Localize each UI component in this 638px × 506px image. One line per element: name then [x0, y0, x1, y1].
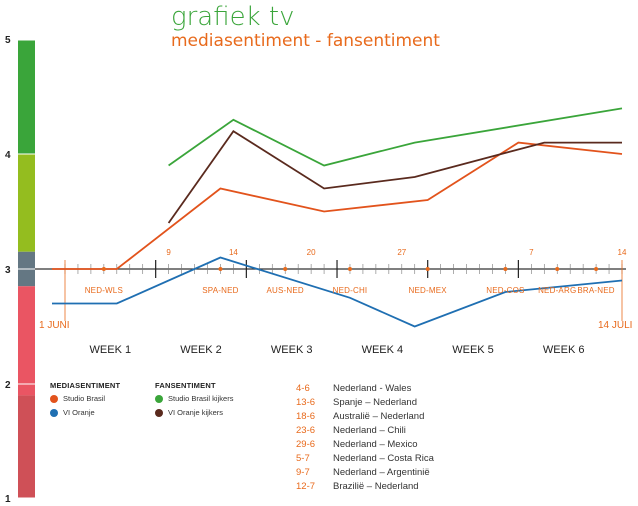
match-marker-dot [283, 267, 288, 271]
match-label: Nederland - Wales [333, 383, 412, 394]
match-row: 29-6 Nederland – Mexico [296, 439, 418, 450]
scale-label: 5 [5, 35, 11, 46]
chart-title: grafiek tv [171, 2, 295, 32]
match-label: Nederland – Chili [333, 425, 406, 436]
match-row: 9-7 Nederland – Argentinië [296, 467, 430, 478]
match-label: Nederland – Costa Rica [333, 453, 434, 464]
match-marker-label: AUS-NED [267, 286, 304, 295]
match-date-label: 27 [397, 248, 406, 257]
scale-bar-segment [18, 395, 35, 498]
match-marker-dot [347, 267, 352, 271]
match-row: 4-6 Nederland - Wales [296, 383, 411, 394]
match-label: Australië – Nederland [333, 411, 425, 422]
match-marker-dot [218, 267, 223, 271]
match-date: 23-6 [296, 425, 316, 436]
legend-swatch [155, 408, 163, 417]
series-line-vi-oranje [52, 256, 623, 328]
start-label: 1 JUNI [39, 320, 70, 331]
scale-label: 3 [5, 265, 11, 276]
legend-item-vi-oranje: VI Oranje [50, 408, 95, 417]
week-label: WEEK 1 [90, 344, 132, 356]
match-row: 12-7 Brazilië – Nederland [296, 481, 419, 492]
match-marker-label: NED-WLS [85, 286, 123, 295]
legend-label: VI Oranje kijkers [168, 408, 224, 417]
match-label: Nederland – Mexico [333, 439, 418, 450]
legend-media-title: MEDIASENTIMENT [50, 381, 121, 390]
legend-item-studio-brasil: Studio Brasil [50, 394, 105, 403]
match-marker-dot [555, 267, 560, 271]
match-date-label: 14 [229, 248, 238, 257]
series-line-studio-brasil-kijkers [168, 107, 623, 167]
week-label: WEEK 6 [543, 344, 585, 356]
match-label: Spanje – Nederland [333, 397, 417, 408]
scale-bar-segment [18, 286, 35, 396]
scale-label: 2 [5, 380, 11, 391]
match-marker-dot [594, 267, 599, 271]
legend-label: VI Oranje [63, 408, 95, 417]
match-marker-dot [503, 267, 508, 271]
legend-swatch [155, 394, 163, 403]
match-marker-label: BRA-NED [577, 286, 614, 295]
match-marker-label: NED-COS [486, 286, 524, 295]
match-label: Nederland – Argentinië [333, 467, 430, 478]
match-date: 9-7 [296, 467, 310, 478]
legend-item-vi-oranje-kijkers: VI Oranje kijkers [155, 408, 223, 417]
match-row: 23-6 Nederland – Chili [296, 425, 406, 436]
match-marker-label: NED-CHI [333, 286, 368, 295]
week-label: WEEK 2 [180, 344, 222, 356]
match-marker-label: SPA-NED [202, 286, 238, 295]
match-date-label: 7 [529, 248, 534, 257]
match-date-label: 20 [307, 248, 316, 257]
match-date: 29-6 [296, 439, 316, 450]
match-marker-label: NED-MEX [409, 286, 448, 295]
series-line-vi-oranje-kijkers [167, 129, 622, 224]
week-label: WEEK 3 [271, 344, 313, 356]
chart-subtitle: mediasentiment - fansentiment [171, 31, 440, 51]
match-row: 13-6 Spanje – Nederland [296, 397, 417, 408]
week-label: WEEK 4 [362, 344, 404, 356]
match-marker-label: NED-ARG [538, 286, 576, 295]
legend-label: Studio Brasil [63, 394, 106, 403]
series-line-studio-brasil [52, 141, 623, 270]
match-date: 13-6 [296, 397, 316, 408]
week-label: WEEK 5 [452, 344, 494, 356]
match-row: 5-7 Nederland – Costa Rica [296, 453, 434, 464]
match-marker-dot [101, 267, 106, 271]
scale-bar-segment [18, 154, 35, 252]
legend-swatch [50, 408, 58, 417]
match-date: 4-6 [296, 383, 310, 394]
match-date: 5-7 [296, 453, 310, 464]
legend-fans-title: FANSENTIMENT [155, 381, 216, 390]
match-label: Brazilië – Nederland [333, 481, 419, 492]
match-date-label: 9 [166, 248, 171, 257]
match-marker-dot [425, 267, 430, 271]
match-date: 18-6 [296, 411, 316, 422]
scale-label: 1 [5, 494, 11, 505]
legend-item-studio-brasil-kijkers: Studio Brasil kijkers [155, 394, 233, 403]
legend-swatch [50, 394, 58, 403]
match-date: 12-7 [296, 481, 316, 492]
end-label: 14 JULI [598, 320, 632, 331]
match-date-label: 14 [618, 248, 627, 257]
scale-bar-segment [18, 40, 35, 154]
scale-label: 4 [5, 150, 11, 161]
legend-label: Studio Brasil kijkers [168, 394, 234, 403]
match-row: 18-6 Australië – Nederland [296, 411, 424, 422]
